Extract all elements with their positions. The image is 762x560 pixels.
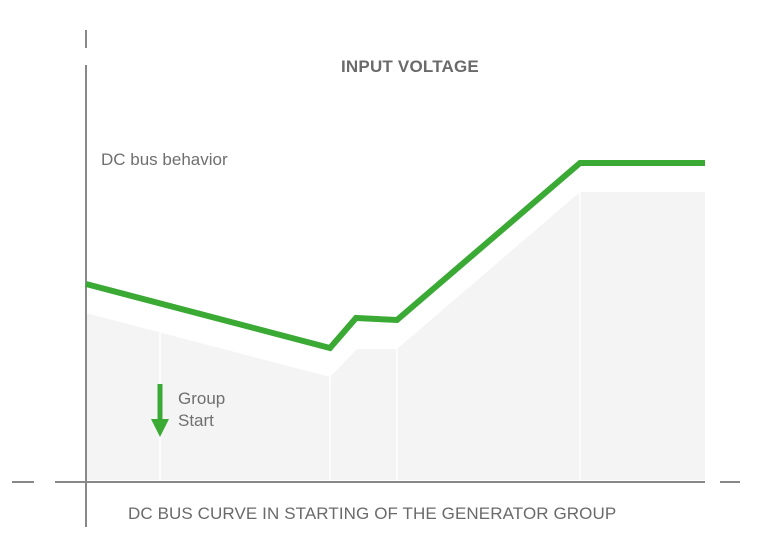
group-start-label-line1: Group <box>178 389 226 408</box>
shaded-area <box>86 192 705 480</box>
dc-bus-curve <box>85 160 705 352</box>
group-start-label: Group Start <box>178 388 225 432</box>
group-start-label-line2: Start <box>178 411 214 430</box>
diagram-title: INPUT VOLTAGE <box>341 57 479 76</box>
group-start-arrow-icon <box>151 384 169 437</box>
diagram-caption: DC BUS CURVE IN STARTING OF THE GENERATO… <box>128 504 617 523</box>
series-label: DC bus behavior <box>101 150 228 169</box>
